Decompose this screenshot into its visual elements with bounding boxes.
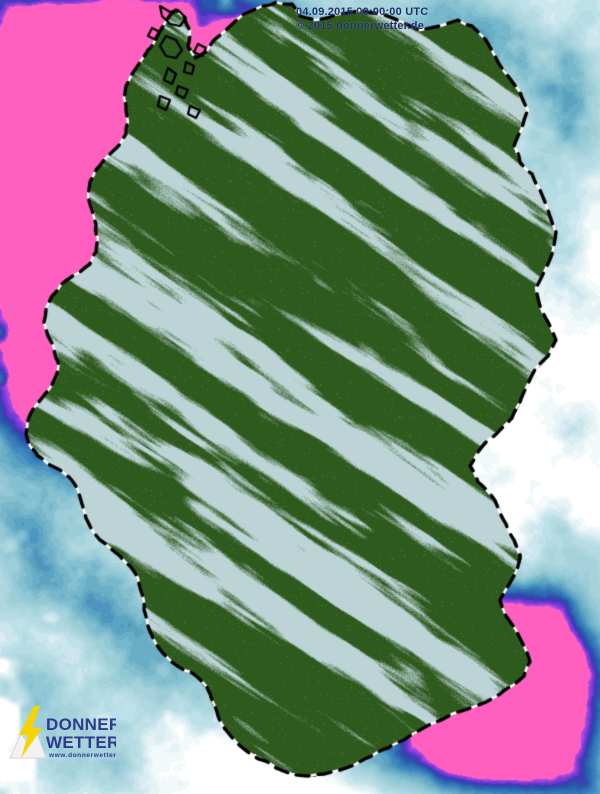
copyright-label: © 2015 donnerwetter.de bbox=[296, 20, 425, 32]
timestamp-label: 04.09.2015 00:00:00 UTC bbox=[296, 6, 429, 18]
logo-url: www.donnerwetter.de bbox=[48, 752, 116, 759]
logo-name-top: DONNER bbox=[46, 715, 116, 734]
donnerwetter-logo[interactable]: DONNER WETTER www.donnerwetter.de bbox=[8, 702, 116, 764]
map-timestamp-block: 04.09.2015 00:00:00 UTC © 2015 donnerwet… bbox=[296, 6, 428, 33]
lightning-bolt-icon bbox=[19, 706, 42, 758]
logo-name-bottom: WETTER bbox=[46, 733, 116, 752]
